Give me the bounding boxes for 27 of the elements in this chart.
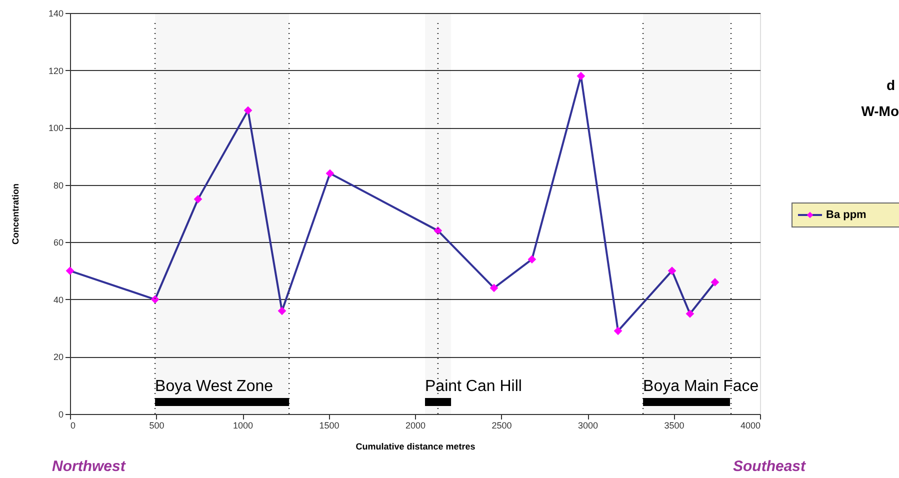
band-label: Paint Can Hill [425,378,522,395]
x-tick-label: 4000 [740,420,760,430]
text: Northwest [52,458,126,475]
text: W-Mo [861,103,899,119]
x-tick-label: 2500 [492,420,512,430]
y-tick-label: 20 [53,352,64,362]
y-tick-label: 140 [48,8,64,18]
legend-label: Ba ppm [826,209,867,221]
y-tick-label: 40 [53,294,64,305]
x-tick-label: 500 [149,420,164,430]
y-tick-label: 120 [48,66,64,76]
x-tick-label: 0 [70,420,76,430]
x-tick-label: 3000 [578,420,598,430]
y-tick-label: 60 [53,238,64,248]
x-tick-label: 2000 [405,420,426,430]
text: Southeast [733,458,807,475]
x-tick-label: 3500 [664,420,684,430]
band-label: Boya West Zone [155,378,274,395]
y-axis-title: Concentration [10,183,20,245]
x-axis-title: Cumulative distance metres [356,442,476,452]
text: d [886,77,895,93]
x-tick-label: 1500 [319,420,340,430]
y-tick-label: 0 [58,410,64,420]
y-tick-label: 100 [48,123,64,134]
x-tick-label: 1000 [232,420,254,430]
y-tick-label: 80 [53,180,64,190]
band-label: Boya Main Face [643,378,759,395]
